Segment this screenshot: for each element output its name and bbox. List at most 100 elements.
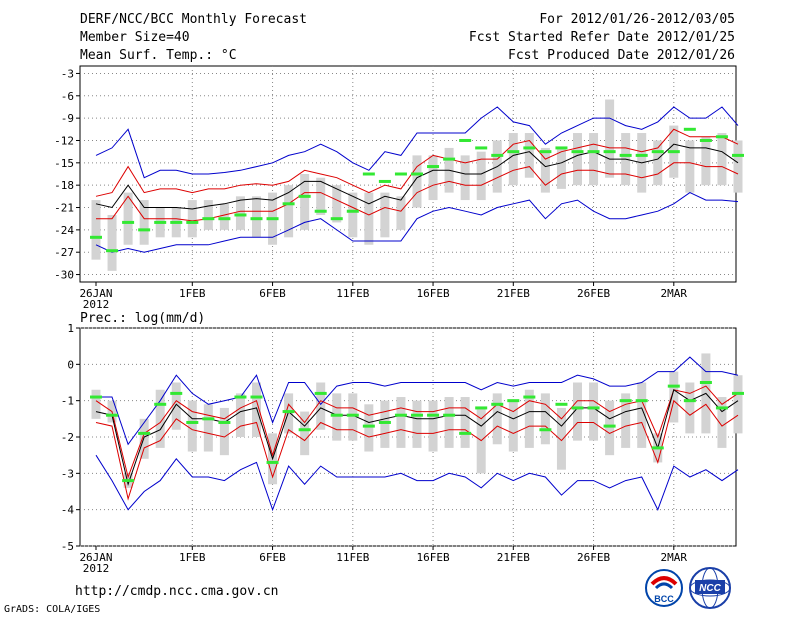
temperature-panel-title: Mean Surf. Temp.: °C: [80, 48, 237, 63]
prec-ensemble-marker: [427, 413, 440, 417]
prec-spread-box: [235, 393, 245, 437]
temp-ensemble-marker: [282, 202, 295, 206]
temp-ytick-label: -9: [61, 112, 74, 125]
temp-ensemble-marker: [138, 228, 151, 232]
temp-ytick-label: -24: [54, 224, 74, 237]
prec-series-upper-mid: [95, 385, 739, 479]
temp-ensemble-marker: [298, 194, 311, 198]
prec-ensemble-marker: [282, 410, 295, 414]
temp-ensemble-marker: [699, 138, 712, 142]
temp-ensemble-marker: [411, 172, 423, 176]
prec-spread-box: [669, 371, 679, 423]
prec-xtick-label: 26JAN: [79, 551, 112, 564]
temp-xtick-label: 2MAR: [661, 287, 688, 300]
temp-ytick-label: -15: [54, 157, 74, 170]
prec-xtick-label: 11FEB: [336, 551, 369, 564]
prec-ensemble-marker: [491, 402, 504, 406]
temp-spread-box: [203, 200, 213, 230]
prec-ensemble-marker: [106, 413, 119, 417]
temp-spread-box: [524, 133, 534, 178]
bcc-logo-text: BCC: [654, 594, 674, 604]
temp-spread-box: [589, 133, 599, 186]
prec-spread-box: [219, 407, 229, 456]
temp-spread-box: [219, 203, 229, 230]
prec-ytick-label: -2: [61, 431, 74, 444]
prec-spread-box: [412, 400, 422, 448]
prec-ensemble-marker: [443, 413, 456, 417]
prec-ensemble-marker: [186, 420, 199, 424]
prec-xtick-label: 16FEB: [416, 551, 449, 564]
temp-spread-box: [139, 200, 149, 245]
temp-ytick-label: -6: [61, 90, 74, 103]
prec-ensemble-marker: [619, 399, 632, 403]
prec-xtick-label: 21FEB: [497, 551, 530, 564]
temp-xtick-label: 11FEB: [336, 287, 369, 300]
prec-xtick-label: 2MAR: [661, 551, 688, 564]
temp-spread-box: [556, 147, 566, 189]
temp-series-lower: [95, 192, 739, 253]
prec-ensemble-marker: [250, 395, 263, 399]
temp-series-upper-mid: [95, 128, 739, 197]
prec-ensemble-marker: [715, 406, 728, 410]
temp-ensemble-marker: [266, 217, 279, 221]
prec-spread-box: [589, 382, 599, 441]
temp-xtick-label: 21FEB: [497, 287, 530, 300]
temp-spread-box: [187, 200, 197, 238]
prec-xtick-label: 6FEB: [259, 551, 286, 564]
temp-xtick-label: 6FEB: [259, 287, 286, 300]
prec-spread-box: [460, 397, 470, 448]
temp-spread-box: [332, 185, 342, 223]
temp-xtick-label: 26FEB: [577, 287, 610, 300]
prec-ensemble-marker: [298, 428, 311, 432]
temp-ensemble-marker: [186, 220, 199, 224]
temp-spread-box: [364, 192, 374, 245]
prec-spread-box: [139, 418, 149, 459]
temp-ytick-label: -3: [61, 67, 74, 80]
prec-ensemble-marker: [314, 391, 327, 395]
temp-ensemble-marker: [715, 135, 728, 139]
prec-spread-box: [364, 404, 374, 452]
prec-ensemble-marker: [170, 391, 183, 395]
prec-ensemble-marker: [587, 406, 600, 410]
temp-ensemble-marker: [106, 249, 119, 253]
prec-ensemble-marker: [154, 402, 167, 406]
temp-spread-box: [348, 192, 358, 238]
prec-spread-box: [492, 393, 502, 445]
started-date-label: Fcst Started Refer Date 2012/01/25: [468, 30, 735, 45]
temp-ensemble-marker: [555, 146, 568, 150]
source-url[interactable]: http://cmdp.ncc.cma.gov.cn: [75, 584, 279, 599]
temp-ensemble-marker: [362, 172, 375, 176]
temp-ensemble-marker: [394, 172, 407, 176]
prec-spread-box: [444, 397, 454, 448]
prec-spread-box: [733, 375, 743, 434]
temp-ensemble-marker: [314, 209, 327, 213]
prec-ensemble-marker: [683, 399, 696, 403]
temp-spread-box: [460, 155, 470, 201]
temp-ensemble-marker: [619, 153, 632, 157]
prec-ensemble-marker: [346, 413, 359, 417]
prec-ensemble-marker: [330, 413, 343, 417]
temp-ensemble-marker: [667, 150, 680, 154]
prec-ensemble-marker: [90, 395, 102, 399]
temp-spread-box: [733, 140, 743, 193]
temp-spread-box: [91, 200, 101, 260]
temp-ensemble-marker: [539, 150, 552, 154]
precipitation-panel-title: Prec.: log(mm/d): [80, 311, 206, 326]
temp-ensemble-marker: [202, 217, 215, 221]
prec-spread-box: [284, 393, 294, 434]
temp-ensemble-marker: [475, 146, 488, 150]
temp-ensemble-marker: [218, 217, 231, 221]
temp-ensemble-marker: [587, 150, 600, 154]
prec-ytick-label: 1: [67, 322, 74, 335]
temp-ensemble-marker: [346, 209, 359, 213]
prec-spread-box: [380, 400, 390, 448]
temp-ensemble-marker: [170, 220, 183, 224]
prec-ensemble-marker: [523, 395, 536, 399]
temp-spread-box: [685, 140, 695, 193]
temp-ensemble-marker: [603, 150, 616, 154]
prec-ensemble-marker: [266, 460, 279, 464]
temp-spread-box: [717, 133, 727, 186]
temp-spread-box: [701, 136, 711, 186]
prec-ytick-label: -3: [61, 467, 74, 480]
